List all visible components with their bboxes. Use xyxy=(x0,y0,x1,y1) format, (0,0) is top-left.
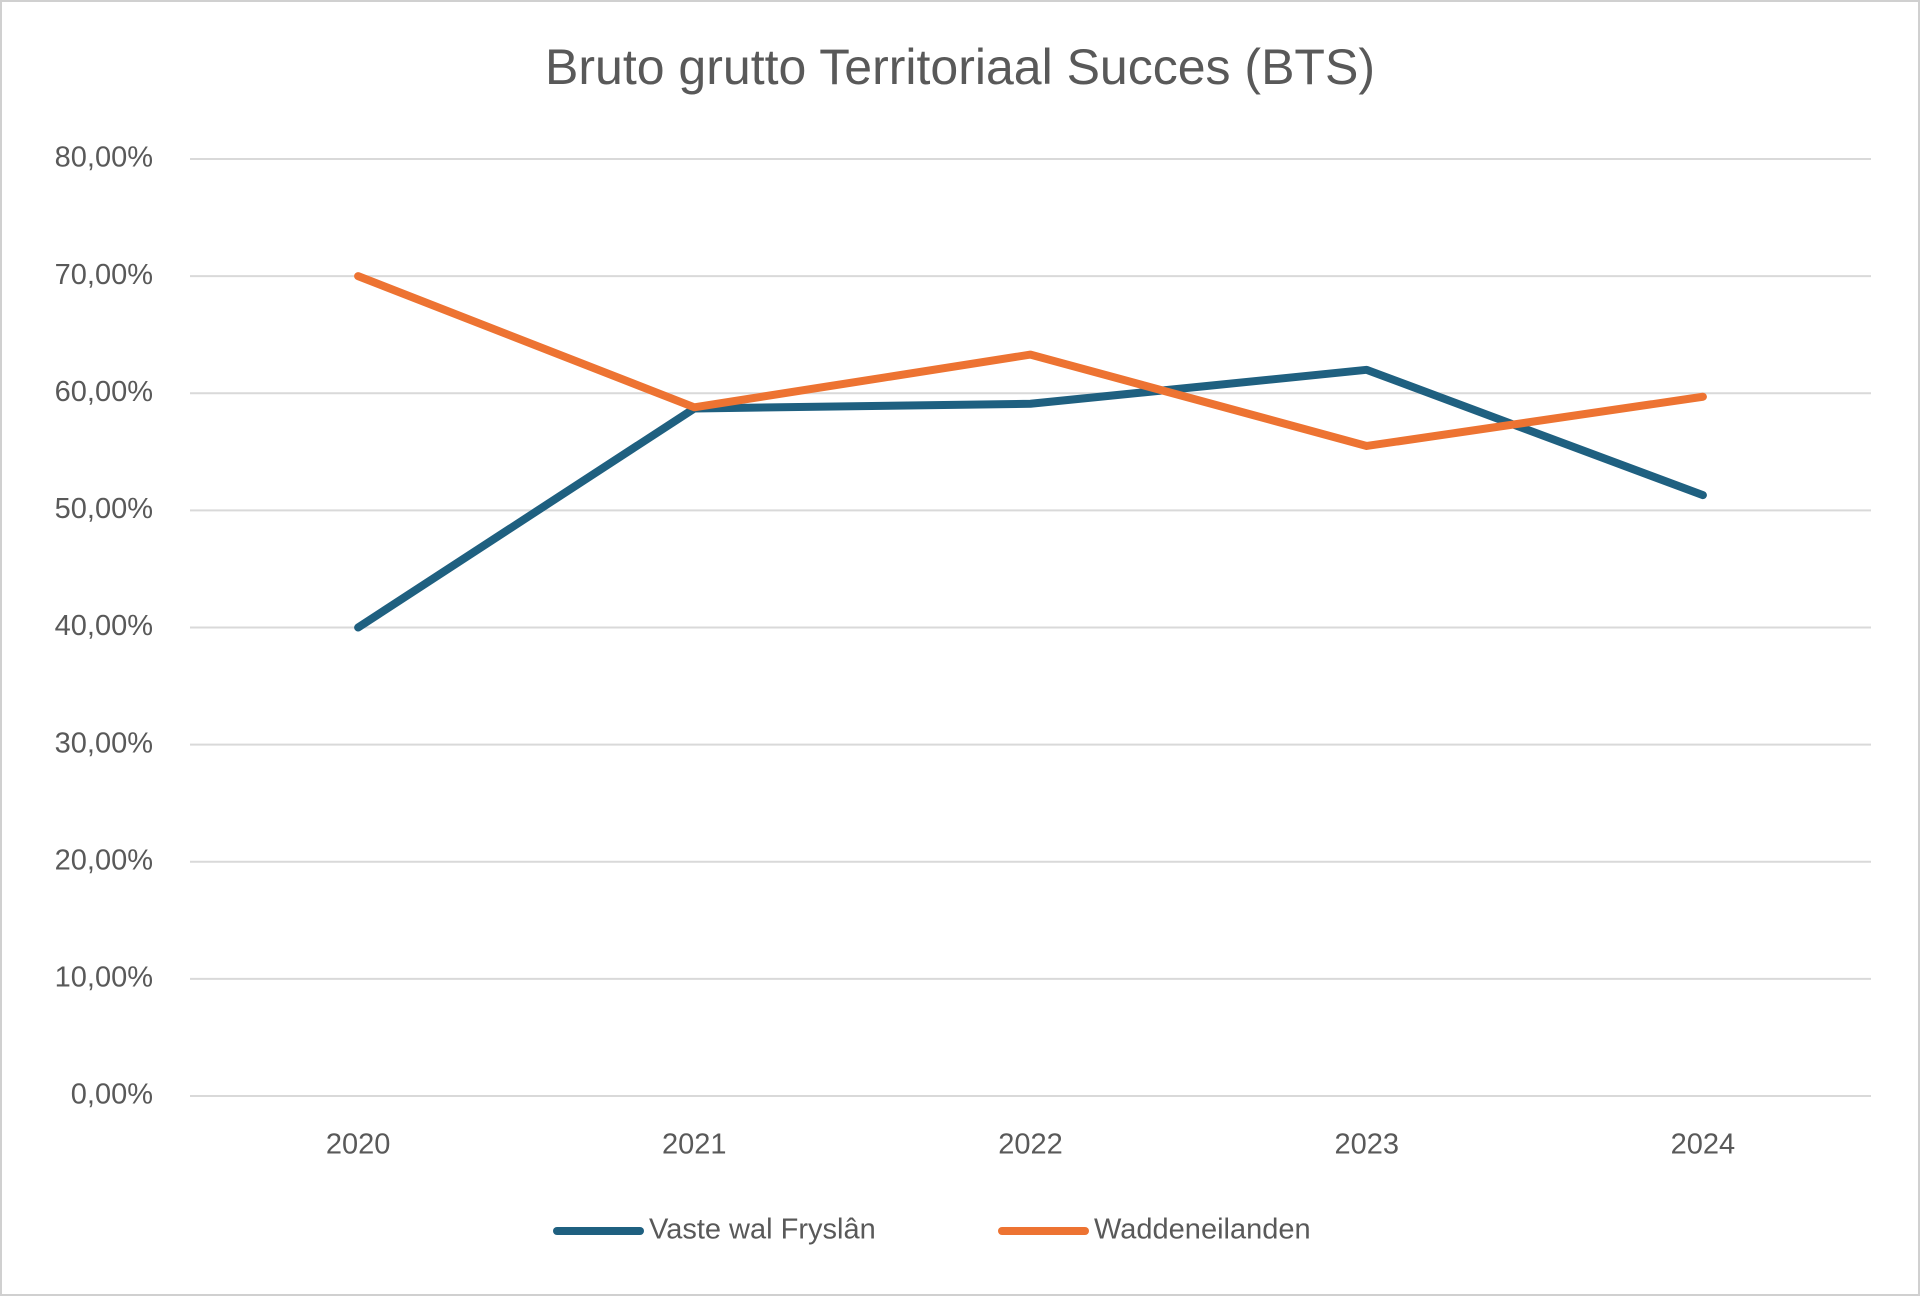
x-tick-label: 2020 xyxy=(326,1129,391,1161)
legend-label: Waddeneilanden xyxy=(1094,1214,1311,1246)
y-tick-label: 40,00% xyxy=(55,610,153,642)
line-series xyxy=(354,365,1707,632)
y-tick-label: 10,00% xyxy=(55,962,153,994)
x-tick-label: 2024 xyxy=(1671,1129,1736,1161)
line-series xyxy=(354,272,1707,450)
legend-label: Vaste wal Fryslân xyxy=(649,1214,876,1246)
x-tick-label: 2022 xyxy=(998,1129,1063,1161)
y-tick-label: 0,00% xyxy=(71,1079,153,1111)
y-tick-label: 30,00% xyxy=(55,727,153,759)
y-tick-label: 20,00% xyxy=(55,844,153,876)
x-tick-label: 2021 xyxy=(662,1129,727,1161)
y-tick-label: 50,00% xyxy=(55,493,153,525)
y-tick-label: 60,00% xyxy=(55,376,153,408)
chart-title: Bruto grutto Territoriaal Succes (BTS) xyxy=(545,39,1375,95)
y-tick-label: 80,00% xyxy=(55,142,153,174)
x-tick-label: 2023 xyxy=(1334,1129,1399,1161)
y-tick-label: 70,00% xyxy=(55,259,153,291)
